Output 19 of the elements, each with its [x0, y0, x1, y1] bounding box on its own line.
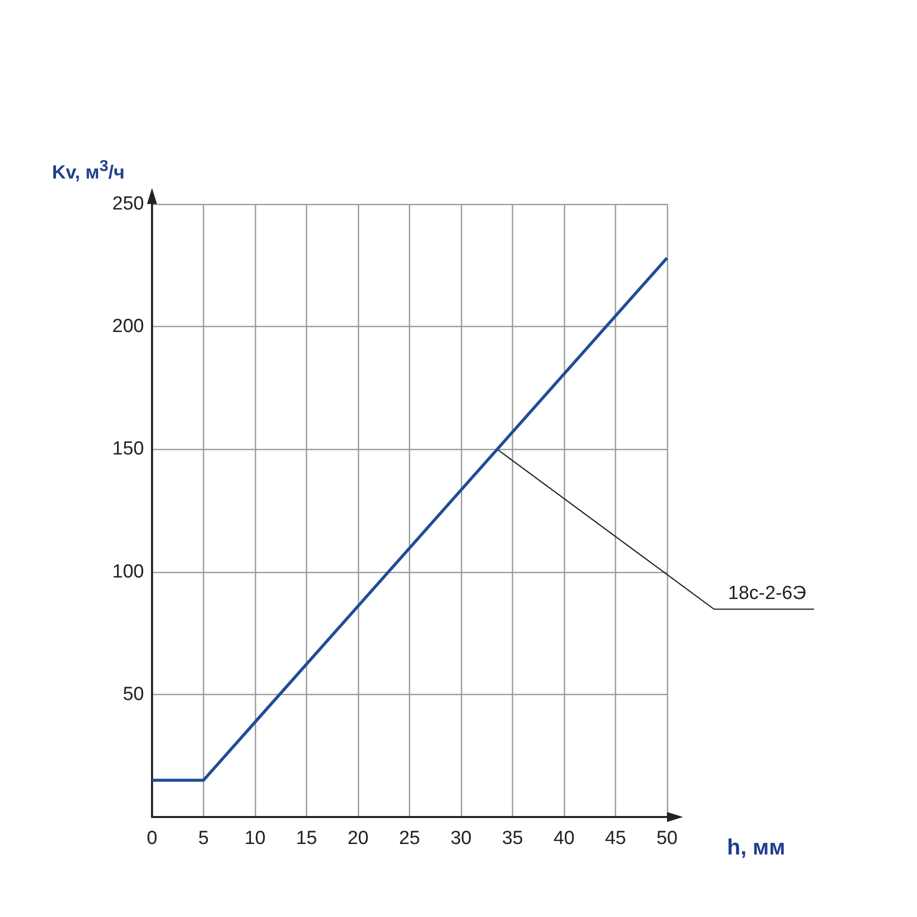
x-tick-label: 35: [502, 828, 524, 849]
y-tick-label: 100: [112, 561, 144, 582]
x-tick-label: 20: [347, 828, 369, 849]
y-tick-label: 200: [112, 316, 144, 338]
y-tick-label: 250: [112, 194, 144, 214]
x-tick-label: 15: [296, 828, 318, 849]
x-tick-label: 45: [604, 828, 626, 849]
x-tick-label: 30: [450, 828, 472, 849]
x-tick-label: 40: [553, 828, 575, 849]
x-tick-label: 0: [146, 828, 158, 849]
x-tick-label: 25: [398, 828, 420, 849]
x-tick-label: 10: [244, 828, 266, 849]
y-tick-label: 50: [122, 684, 144, 705]
x-tick-label: 5: [198, 828, 209, 849]
x-tick-label: 50: [656, 828, 678, 849]
y-axis-title: Kv, м$^{3}$/ч: [52, 158, 125, 184]
annotation: 18c-2-6Э: [728, 583, 806, 604]
x-axis-title: h, мм: [727, 834, 786, 860]
y-tick-label: 150: [112, 438, 144, 460]
